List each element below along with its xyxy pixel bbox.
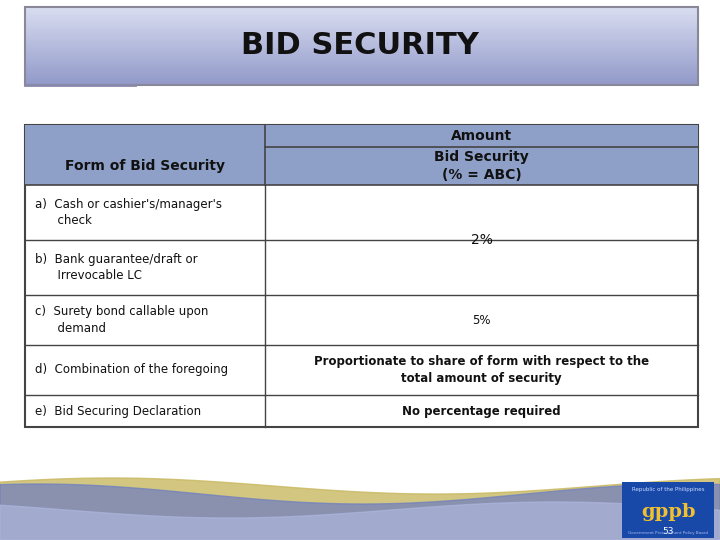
Bar xyxy=(25,125,698,147)
Bar xyxy=(25,68,698,70)
Bar xyxy=(622,482,714,538)
Bar xyxy=(25,17,698,19)
Bar xyxy=(25,29,698,30)
Bar xyxy=(25,79,698,81)
Bar xyxy=(25,36,698,38)
Text: Bid Security
(% = ABC): Bid Security (% = ABC) xyxy=(434,150,529,182)
Text: e)  Bid Securing Declaration: e) Bid Securing Declaration xyxy=(35,404,201,417)
Bar xyxy=(25,62,698,64)
Bar xyxy=(25,11,698,13)
Bar xyxy=(25,81,698,83)
Bar xyxy=(25,83,698,85)
Text: 2%: 2% xyxy=(471,233,492,247)
Bar xyxy=(25,147,698,185)
Text: Form of Bid Security: Form of Bid Security xyxy=(65,159,225,173)
Bar xyxy=(25,75,698,77)
Bar xyxy=(25,24,698,26)
Bar xyxy=(25,71,698,73)
Bar xyxy=(25,59,698,62)
Bar xyxy=(25,26,698,29)
Text: gppb: gppb xyxy=(641,503,696,521)
Bar xyxy=(25,40,698,42)
Bar xyxy=(25,35,698,36)
Bar xyxy=(25,48,698,50)
Bar xyxy=(25,73,698,75)
Text: Amount: Amount xyxy=(451,129,512,143)
Text: Government Procurement Policy Board: Government Procurement Policy Board xyxy=(628,531,708,535)
Text: Proportionate to share of form with respect to the
total amount of security: Proportionate to share of form with resp… xyxy=(314,355,649,384)
Bar xyxy=(25,125,698,427)
Bar xyxy=(25,52,698,54)
Bar xyxy=(25,30,698,32)
Bar xyxy=(25,19,698,21)
Text: BID SECURITY: BID SECURITY xyxy=(241,31,479,60)
Bar xyxy=(25,13,698,15)
Bar xyxy=(25,9,698,11)
Bar xyxy=(25,7,698,9)
Text: b)  Bank guarantee/draft or
      Irrevocable LC: b) Bank guarantee/draft or Irrevocable L… xyxy=(35,253,197,282)
Bar xyxy=(25,46,698,48)
Bar xyxy=(25,50,698,52)
Bar xyxy=(25,64,698,65)
Bar xyxy=(25,58,698,59)
Text: d)  Combination of the foregoing: d) Combination of the foregoing xyxy=(35,363,228,376)
Bar xyxy=(25,77,698,79)
Text: 5%: 5% xyxy=(472,314,491,327)
Bar xyxy=(25,23,698,24)
Bar xyxy=(25,56,698,58)
Bar xyxy=(25,38,698,40)
Bar xyxy=(25,65,698,68)
Bar xyxy=(25,44,698,46)
Bar xyxy=(25,54,698,56)
Text: 53: 53 xyxy=(662,526,674,536)
Text: a)  Cash or cashier's/manager's
      check: a) Cash or cashier's/manager's check xyxy=(35,198,222,227)
Text: c)  Surety bond callable upon
      demand: c) Surety bond callable upon demand xyxy=(35,305,208,335)
Text: No percentage required: No percentage required xyxy=(402,404,561,417)
Bar xyxy=(25,21,698,23)
Bar xyxy=(25,42,698,44)
Text: Republic of the Philippines: Republic of the Philippines xyxy=(631,487,704,491)
Bar xyxy=(25,32,698,35)
Bar xyxy=(25,70,698,71)
Bar xyxy=(25,15,698,17)
